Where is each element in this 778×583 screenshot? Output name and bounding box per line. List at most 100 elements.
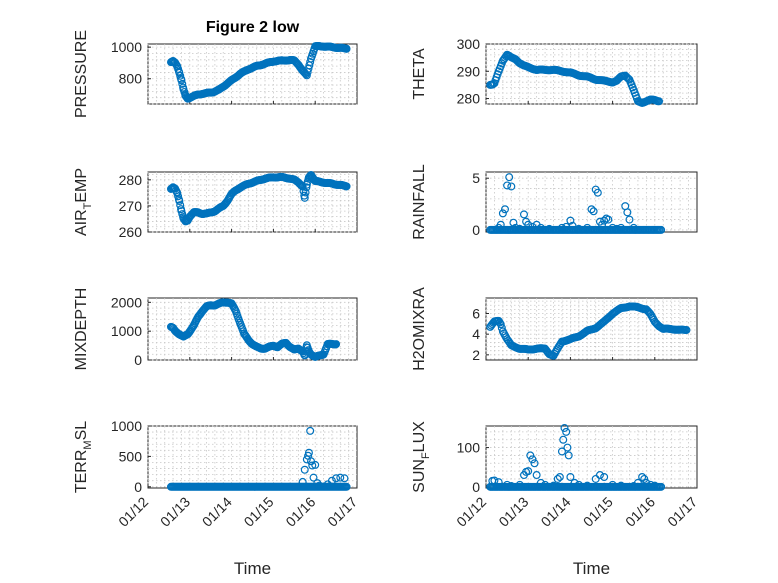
y-tick-label: 1000 (111, 323, 142, 339)
y-axis-label: AIRTEMP (73, 168, 94, 236)
data-point (633, 478, 642, 487)
data-point (313, 479, 322, 488)
data-point (519, 210, 528, 219)
data-point (507, 482, 516, 491)
data-point (574, 224, 583, 233)
x-tick-label: 01/13 (157, 493, 193, 529)
data-point (505, 173, 514, 182)
data-point (608, 223, 617, 232)
data-point (515, 224, 524, 233)
data-point (566, 216, 575, 225)
data-point (593, 188, 602, 197)
y-tick-label: 6 (472, 306, 480, 322)
data-point (174, 192, 183, 201)
data-point (553, 474, 562, 483)
data-point (600, 216, 609, 225)
y-axis-label: MIXDEPTH (73, 288, 90, 371)
data-point (332, 474, 341, 483)
series-markers (166, 426, 351, 491)
data-point (650, 481, 659, 490)
y-tick-label: 500 (119, 448, 143, 464)
data-point (557, 447, 566, 456)
series-markers (486, 302, 691, 360)
data-point (564, 451, 573, 460)
data-point (495, 318, 504, 327)
y-tick-label: 0 (134, 479, 142, 495)
data-point (515, 480, 524, 489)
data-point (640, 474, 649, 483)
data-point (340, 474, 349, 483)
data-point (570, 478, 579, 487)
data-point (524, 220, 533, 229)
y-tick-label: 800 (119, 71, 143, 87)
data-point (300, 193, 309, 202)
x-tick-label: 01/13 (495, 493, 531, 529)
subplot-8: 0 100 01/12 01/13 01/14 01/15 01/16 01/17 SUNFLU… (411, 421, 700, 578)
y-tick-label: 2000 (111, 294, 142, 310)
data-point (300, 465, 309, 474)
y-tick-label: 290 (457, 63, 481, 79)
data-point (503, 480, 512, 489)
x-tick-label: 01/15 (241, 493, 277, 529)
data-point (342, 482, 351, 491)
data-point (177, 76, 186, 85)
data-point (598, 220, 607, 229)
data-point (545, 224, 554, 233)
data-point (496, 220, 505, 229)
data-point (563, 443, 572, 452)
series-markers (486, 423, 666, 491)
x-tick-label: 01/16 (622, 493, 658, 529)
y-tick-label: 5 (472, 170, 480, 186)
data-point (557, 223, 566, 232)
x-tick-label: 01/12 (115, 493, 151, 529)
data-point (176, 201, 185, 210)
x-tick-label: 01/17 (664, 493, 700, 529)
x-tick-label: 01/14 (199, 493, 235, 529)
data-point (566, 473, 575, 482)
data-point (511, 223, 520, 232)
y-tick-label: 1000 (111, 418, 142, 434)
data-point (555, 473, 564, 482)
series-markers (486, 173, 666, 234)
data-point (541, 480, 550, 489)
data-point (175, 197, 184, 206)
data-point (604, 215, 613, 224)
data-point (327, 476, 336, 485)
data-point (612, 224, 621, 233)
y-tick-label: 300 (457, 36, 481, 52)
subplot-4: 0 5 RAINFALL (411, 164, 698, 240)
axes-frame (147, 43, 358, 105)
data-point (623, 208, 632, 217)
data-point (646, 480, 655, 489)
data-point (657, 225, 666, 234)
data-point (655, 97, 664, 106)
y-axis-label: H2OMIXRA (411, 287, 428, 371)
y-tick-label: 0 (134, 352, 142, 368)
subplot-3: 260 270 280 AIRTEMP (73, 168, 358, 240)
subplot-5: 0 1000 2000 MIXDEPTH (73, 288, 358, 371)
data-point (536, 223, 545, 232)
data-point (536, 478, 545, 487)
x-tick-label: 01/14 (538, 493, 574, 529)
subplot-1: 800 1000 PRESSURE Figure 2 low (73, 19, 358, 118)
y-tick-label: 100 (457, 440, 481, 456)
data-point (583, 481, 592, 490)
data-point (682, 326, 691, 335)
data-point (617, 481, 626, 490)
series-markers (166, 298, 341, 361)
data-point (500, 205, 509, 214)
data-point (595, 471, 604, 480)
data-point (332, 340, 341, 349)
data-point (306, 426, 315, 435)
y-axis-label: RAINFALL (411, 164, 428, 240)
series-markers (166, 42, 351, 103)
data-point (336, 473, 345, 482)
data-point (532, 471, 541, 480)
data-point (642, 478, 651, 487)
data-point (583, 223, 592, 232)
data-point (625, 215, 634, 224)
data-point (494, 478, 503, 487)
data-point (309, 473, 318, 482)
data-point (498, 209, 507, 218)
